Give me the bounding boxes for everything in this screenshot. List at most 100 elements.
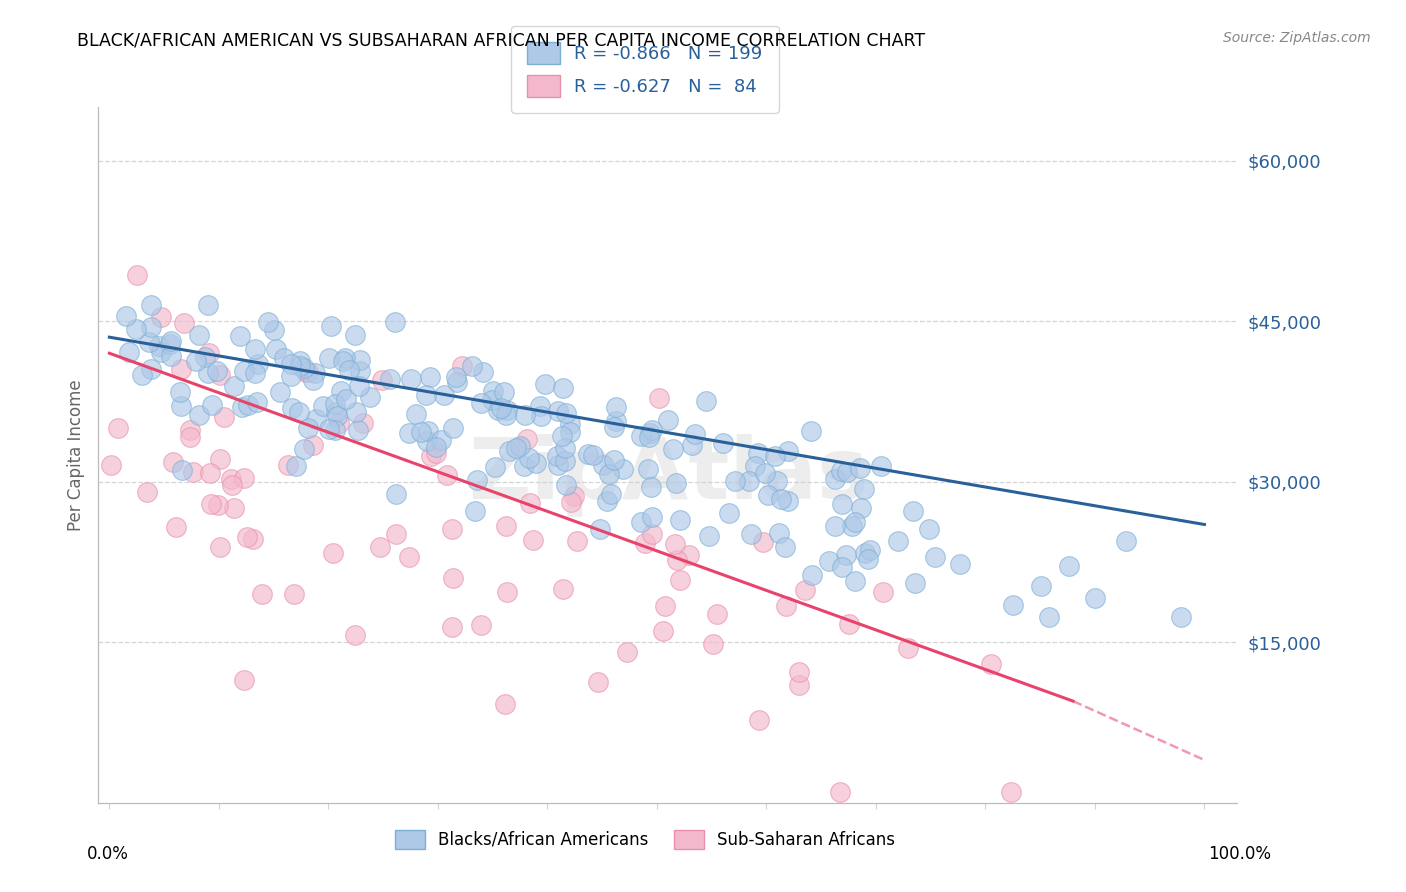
Point bbox=[495, 408, 517, 422]
Point bbox=[247, 357, 270, 371]
Point bbox=[107, 421, 129, 435]
Point bbox=[416, 434, 439, 448]
Point bbox=[634, 536, 657, 550]
Point bbox=[201, 398, 224, 412]
Point bbox=[652, 624, 675, 639]
Point bbox=[419, 370, 441, 384]
Point bbox=[752, 535, 775, 549]
Point bbox=[319, 318, 342, 333]
Point bbox=[924, 549, 946, 564]
Point bbox=[162, 455, 184, 469]
Point bbox=[495, 403, 517, 417]
Point bbox=[665, 475, 688, 490]
Point bbox=[638, 425, 661, 440]
Point bbox=[197, 298, 219, 312]
Point bbox=[831, 560, 853, 574]
Point bbox=[637, 462, 659, 476]
Point bbox=[170, 399, 193, 413]
Point bbox=[229, 329, 252, 343]
Point bbox=[495, 518, 517, 533]
Point bbox=[605, 400, 627, 414]
Point bbox=[529, 399, 551, 413]
Point bbox=[224, 378, 246, 392]
Point bbox=[486, 402, 509, 417]
Point bbox=[207, 499, 229, 513]
Point bbox=[322, 546, 344, 560]
Point bbox=[297, 421, 319, 435]
Point bbox=[148, 339, 170, 353]
Point bbox=[115, 309, 138, 323]
Point bbox=[841, 519, 863, 533]
Point bbox=[125, 322, 148, 336]
Point bbox=[446, 375, 468, 389]
Text: Source: ZipAtlas.com: Source: ZipAtlas.com bbox=[1223, 31, 1371, 45]
Point bbox=[870, 459, 893, 474]
Point bbox=[209, 368, 232, 383]
Point bbox=[554, 441, 576, 455]
Point bbox=[662, 442, 685, 456]
Point bbox=[283, 587, 305, 601]
Point bbox=[131, 368, 153, 382]
Point bbox=[851, 501, 873, 516]
Point bbox=[505, 441, 527, 455]
Point bbox=[328, 416, 350, 430]
Point bbox=[441, 421, 464, 435]
Point bbox=[1115, 533, 1137, 548]
Point bbox=[323, 424, 346, 438]
Point bbox=[844, 515, 866, 529]
Point bbox=[219, 472, 242, 486]
Point bbox=[118, 344, 141, 359]
Point bbox=[440, 522, 463, 536]
Point bbox=[208, 451, 231, 466]
Point bbox=[380, 372, 402, 386]
Point bbox=[669, 573, 692, 587]
Point bbox=[835, 466, 858, 480]
Point bbox=[233, 673, 256, 688]
Point bbox=[471, 365, 494, 379]
Point bbox=[359, 390, 381, 404]
Point bbox=[1001, 599, 1024, 613]
Point bbox=[778, 494, 800, 508]
Point bbox=[344, 327, 367, 342]
Point bbox=[980, 657, 1002, 671]
Point bbox=[666, 553, 689, 567]
Point bbox=[800, 425, 823, 439]
Point bbox=[160, 349, 183, 363]
Point bbox=[513, 458, 536, 473]
Point bbox=[186, 354, 208, 368]
Point bbox=[766, 474, 789, 488]
Point bbox=[830, 785, 852, 799]
Point bbox=[641, 423, 664, 437]
Point bbox=[654, 599, 676, 613]
Point bbox=[872, 585, 894, 599]
Point bbox=[824, 472, 846, 486]
Point bbox=[516, 432, 538, 446]
Point bbox=[718, 507, 741, 521]
Point bbox=[724, 474, 747, 488]
Point bbox=[257, 315, 280, 329]
Point bbox=[706, 607, 728, 621]
Point bbox=[149, 345, 172, 359]
Point bbox=[269, 384, 291, 399]
Point bbox=[849, 461, 872, 475]
Point bbox=[173, 316, 195, 330]
Point bbox=[534, 376, 557, 391]
Point bbox=[551, 429, 574, 443]
Point bbox=[562, 489, 585, 503]
Point bbox=[197, 366, 219, 380]
Point bbox=[596, 493, 619, 508]
Point bbox=[756, 488, 779, 502]
Point bbox=[209, 540, 232, 554]
Point bbox=[323, 397, 346, 411]
Point bbox=[347, 379, 370, 393]
Point bbox=[141, 362, 163, 376]
Point bbox=[170, 362, 193, 376]
Point bbox=[245, 367, 267, 381]
Point bbox=[221, 478, 243, 492]
Point bbox=[139, 298, 162, 312]
Point bbox=[773, 540, 796, 554]
Point bbox=[349, 352, 371, 367]
Point bbox=[405, 407, 427, 421]
Point bbox=[1057, 559, 1080, 574]
Point bbox=[555, 406, 578, 420]
